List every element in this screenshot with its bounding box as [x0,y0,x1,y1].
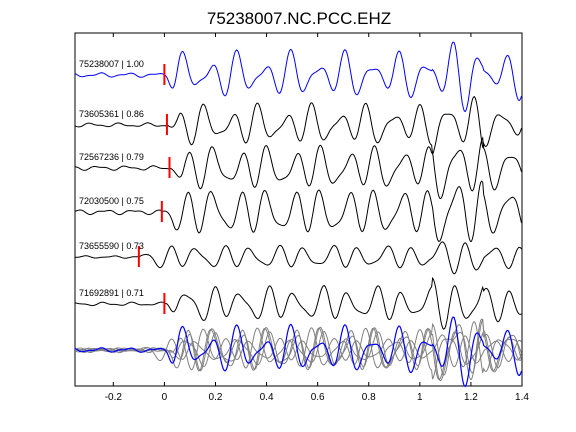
trace-line [74,276,522,330]
trace-line [74,41,522,113]
x-tick-label: 1 [417,392,423,403]
trace-line [75,241,522,275]
x-tick-label: 0 [162,392,168,403]
trace-line [74,180,522,242]
trace-line [74,136,522,200]
trace-label: 73655590 | 0.73 [79,241,144,251]
trace-line [74,96,522,155]
traces-layer: 75238007 | 1.00 73605361 | 0.86 72567236 |… [74,41,522,330]
x-axis: -0.2 0 0.2 0.4 0.6 0.8 1 1.2 1.4 [105,33,529,403]
overlay-trace-line [74,322,522,376]
x-tick-label: 0.2 [209,392,223,403]
x-tick-label: 1.2 [464,392,478,403]
overlay-stack [74,316,523,388]
x-tick-label: 0.4 [260,392,274,403]
trace-label: 71692891 | 0.71 [79,288,144,298]
trace-label: 73605361 | 0.86 [79,109,144,119]
x-tick-label: 0.8 [362,392,376,403]
x-tick-label: 1.4 [515,392,529,403]
x-tick-label: -0.2 [105,392,123,403]
trace-label: 75238007 | 1.00 [79,59,144,69]
chart-title: 75238007.NC.PCC.EHZ [207,9,391,28]
x-tick-label: 0.6 [311,392,325,403]
overlay-trace-line [74,318,522,380]
trace-label: 72030500 | 0.75 [79,196,144,206]
plot-frame [74,32,523,387]
trace-label: 72567236 | 0.79 [79,152,144,162]
overlay-reference-line [74,316,523,388]
